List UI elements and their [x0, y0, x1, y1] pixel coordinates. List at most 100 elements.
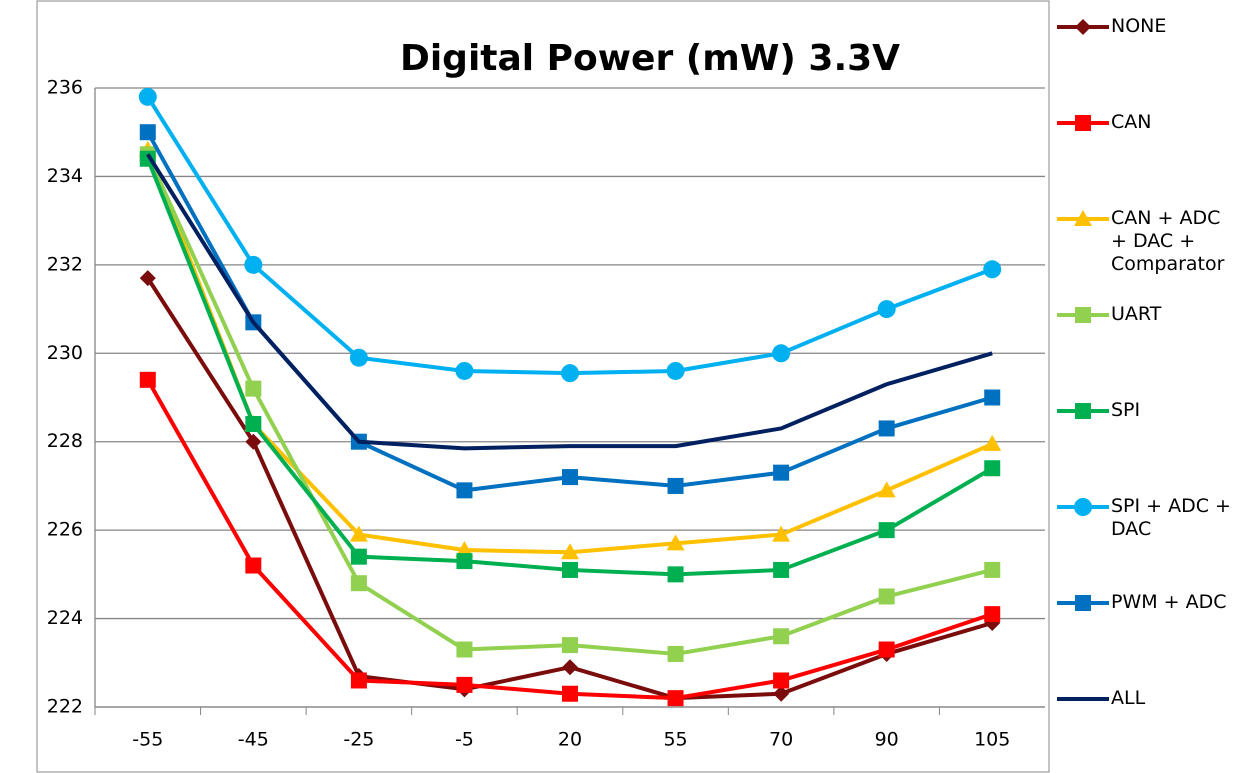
marker [456, 553, 473, 570]
marker [562, 561, 578, 578]
marker [984, 606, 1001, 623]
y-tick-label: 224 [47, 607, 83, 629]
marker [878, 588, 895, 605]
marker [667, 566, 684, 583]
legend-entry: UART [1055, 303, 1255, 327]
marker [983, 434, 1002, 451]
y-tick-label: 222 [47, 696, 83, 718]
legend-label: UART [1111, 303, 1162, 325]
marker [1075, 595, 1091, 611]
marker [139, 124, 156, 141]
y-tick-label: 230 [47, 342, 83, 364]
series-line [146, 131, 993, 493]
marker [139, 270, 156, 287]
marker [350, 575, 367, 592]
legend-icon [1057, 19, 1109, 35]
marker [877, 300, 896, 319]
marker [350, 672, 367, 689]
x-tick-label: -55 [132, 729, 163, 751]
legend-icon [1057, 307, 1109, 323]
y-tick-label: 232 [47, 253, 83, 275]
legend-entry: NONE [1055, 15, 1255, 39]
x-tick-label: 55 [663, 729, 687, 751]
legend-label: NONE [1111, 15, 1167, 37]
series [139, 146, 1001, 662]
x-tick-label: -25 [343, 729, 374, 751]
marker [666, 361, 685, 380]
series [139, 150, 1001, 583]
marker [878, 522, 895, 539]
marker [456, 482, 473, 499]
marker [562, 659, 578, 676]
marker [773, 561, 790, 578]
legend-entry: SPI + ADC + DAC [1055, 495, 1255, 541]
legend-icon [1057, 697, 1109, 701]
marker [349, 348, 368, 367]
marker [773, 464, 790, 481]
x-tick-label: 90 [875, 729, 899, 751]
marker [667, 645, 684, 662]
marker [984, 389, 1001, 406]
legend-entry: ALL [1055, 687, 1255, 711]
marker [245, 416, 262, 433]
marker [244, 255, 263, 274]
marker [878, 641, 895, 658]
legend-label: CAN [1111, 111, 1152, 133]
marker [245, 557, 262, 574]
marker [666, 534, 685, 551]
series [146, 153, 993, 451]
marker [1075, 115, 1091, 131]
marker [773, 672, 790, 689]
marker [877, 481, 896, 498]
legend-icon [1057, 498, 1109, 516]
marker [772, 344, 791, 363]
marker [562, 637, 578, 654]
marker [455, 361, 474, 380]
marker [561, 364, 579, 383]
legend-icon [1057, 595, 1109, 611]
legend-label: ALL [1111, 687, 1146, 709]
marker [1074, 210, 1092, 226]
y-tick-label: 236 [47, 77, 83, 99]
marker [562, 685, 578, 702]
series-line [146, 153, 993, 451]
x-tick-label: 105 [974, 729, 1010, 751]
series-line [146, 95, 993, 376]
series [138, 140, 1002, 560]
marker [878, 420, 895, 437]
legend-entry: PWM + ADC [1055, 591, 1255, 615]
series-line [146, 277, 993, 701]
marker [772, 525, 791, 542]
marker [773, 628, 790, 645]
y-tick-label: 234 [47, 165, 83, 187]
series [139, 371, 1001, 707]
marker [1075, 403, 1091, 419]
marker [562, 469, 578, 486]
y-tick-label: 226 [47, 519, 83, 541]
marker [139, 371, 156, 388]
legend-entry: SPI [1055, 399, 1255, 423]
marker [667, 690, 684, 707]
marker [1075, 19, 1091, 35]
series [138, 87, 1002, 383]
marker [1074, 498, 1092, 516]
marker [350, 548, 367, 565]
marker [561, 543, 579, 560]
marker [773, 685, 790, 702]
marker [245, 380, 262, 397]
marker [138, 87, 157, 106]
legend-label: PWM + ADC [1111, 591, 1227, 613]
legend-label: SPI [1111, 399, 1141, 421]
legend-entry: CAN + ADC + DAC + Comparator [1055, 207, 1255, 276]
marker [984, 460, 1001, 477]
marker [245, 433, 262, 450]
legend-label: SPI + ADC + DAC [1111, 495, 1231, 540]
legend-icon [1057, 210, 1109, 226]
legend-label: CAN + ADC + DAC + Comparator [1111, 207, 1225, 275]
legend-entry: CAN [1055, 111, 1255, 135]
x-tick-label: -5 [455, 729, 474, 751]
series-line [145, 153, 993, 656]
marker [984, 561, 1001, 578]
